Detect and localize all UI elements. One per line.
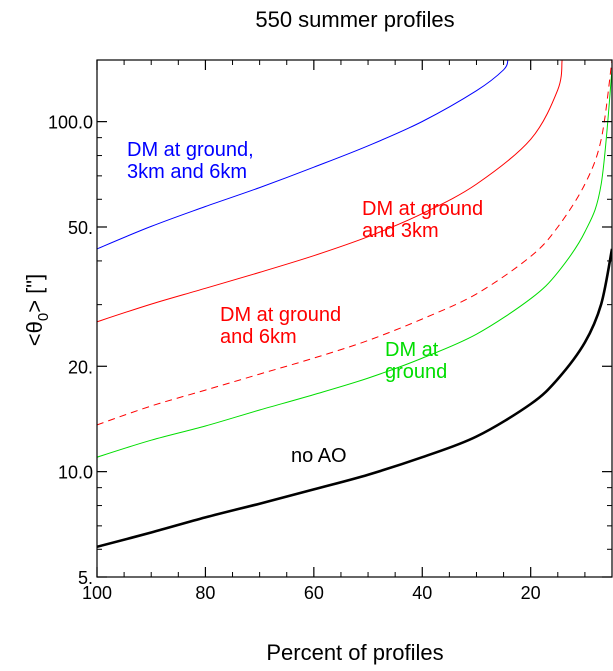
series-label-line: DM at ground [362, 198, 483, 220]
y-tick-label: 20. [68, 357, 93, 377]
axes-layer: 100 80 60 40 20 5. 10.0 20. 50. 100.0 [48, 59, 613, 603]
series-label-line: and 6km [220, 326, 297, 348]
series-label-line: DM at ground [220, 304, 341, 326]
series-label-line: no AO [291, 445, 347, 467]
series-label-red: DM at ground and 3km [362, 198, 483, 242]
series-label-line: ground [385, 361, 447, 383]
y-axis-label-prefix: <θ [22, 321, 47, 346]
series-label-line: DM at ground, [127, 139, 254, 161]
series-label-green: DM at ground [385, 339, 447, 383]
series-label-line: DM at [385, 339, 439, 361]
y-tick-label: 10.0 [58, 463, 93, 483]
series-label-line: 3km and 6km [127, 161, 247, 183]
y-tick-label: 100.0 [48, 113, 93, 133]
series-layer [97, 60, 612, 549]
series-line-green [97, 69, 612, 458]
y-axis-label-suffix: > ["] [22, 274, 47, 313]
y-axis-label-subscript: 0 [35, 313, 52, 321]
x-tick-label: 80 [195, 583, 215, 603]
series-label-red-dashed: DM at ground and 6km [220, 304, 341, 348]
x-tick-label: 40 [412, 583, 432, 603]
series-label-black: no AO [291, 445, 347, 467]
y-axis-label: <θ0> ["] [22, 274, 52, 346]
x-tick-label: 60 [304, 583, 324, 603]
x-tick-label: 100 [82, 583, 112, 603]
chart-title: 550 summer profiles [255, 7, 454, 32]
series-line-black [97, 248, 612, 549]
x-axis-label: Percent of profiles [266, 640, 443, 665]
series-line-red-dashed [97, 60, 612, 426]
series-label-line: and 3km [362, 220, 439, 242]
series-line-blue [97, 60, 509, 250]
series-label-blue: DM at ground, 3km and 6km [127, 139, 254, 183]
series-line-red [97, 60, 563, 323]
y-tick-label: 50. [68, 218, 93, 238]
plot-frame [96, 59, 613, 578]
x-tick-label: 20 [521, 583, 541, 603]
y-tick-label: 5. [78, 568, 93, 588]
